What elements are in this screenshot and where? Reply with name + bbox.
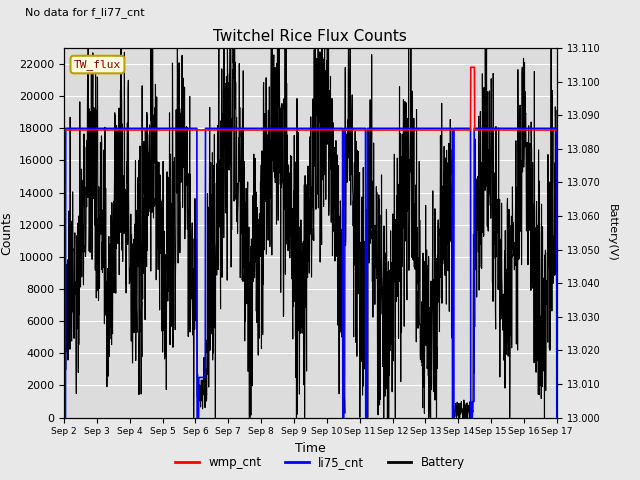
Text: No data for f_li77_cnt: No data for f_li77_cnt (24, 8, 144, 18)
Title: Twitchel Rice Flux Counts: Twitchel Rice Flux Counts (214, 29, 407, 44)
Y-axis label: Counts: Counts (1, 211, 13, 254)
X-axis label: Time: Time (295, 442, 326, 455)
Legend: wmp_cnt, li75_cnt, Battery: wmp_cnt, li75_cnt, Battery (170, 452, 470, 474)
Text: TW_flux: TW_flux (74, 59, 121, 70)
Y-axis label: Battery(V): Battery(V) (607, 204, 617, 262)
